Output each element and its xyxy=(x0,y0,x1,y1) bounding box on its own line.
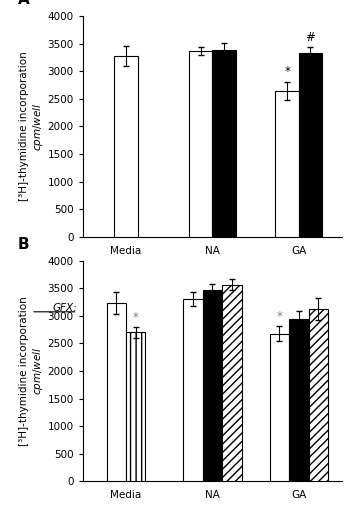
Bar xyxy=(212,49,236,237)
Bar xyxy=(126,332,145,481)
Text: *: * xyxy=(276,310,282,323)
Text: B: B xyxy=(18,237,30,252)
Bar xyxy=(270,334,289,481)
Text: *: * xyxy=(284,65,290,78)
Text: GFX:: GFX: xyxy=(53,303,78,313)
Bar xyxy=(299,53,322,237)
Text: *: * xyxy=(133,311,139,323)
Bar xyxy=(222,285,242,481)
Bar xyxy=(183,300,203,481)
Text: +: + xyxy=(220,303,228,313)
Bar xyxy=(309,309,328,481)
Bar xyxy=(289,319,309,481)
Text: A: A xyxy=(18,0,30,7)
Bar xyxy=(107,303,126,481)
Text: –: – xyxy=(198,303,203,313)
Y-axis label: [³H]-thymidine incorporation
$\it{cpm/well}$: [³H]-thymidine incorporation $\it{cpm/we… xyxy=(19,52,45,201)
Bar xyxy=(275,91,299,237)
Text: #: # xyxy=(306,31,315,44)
Text: –: – xyxy=(123,303,129,313)
Bar xyxy=(114,56,138,237)
Y-axis label: [³H]-thymidine incorporation
$\it{cpm/well}$: [³H]-thymidine incorporation $\it{cpm/we… xyxy=(19,296,45,446)
Text: +: + xyxy=(306,303,315,313)
Bar xyxy=(203,290,222,481)
Text: –: – xyxy=(284,303,290,313)
Bar xyxy=(189,51,212,237)
